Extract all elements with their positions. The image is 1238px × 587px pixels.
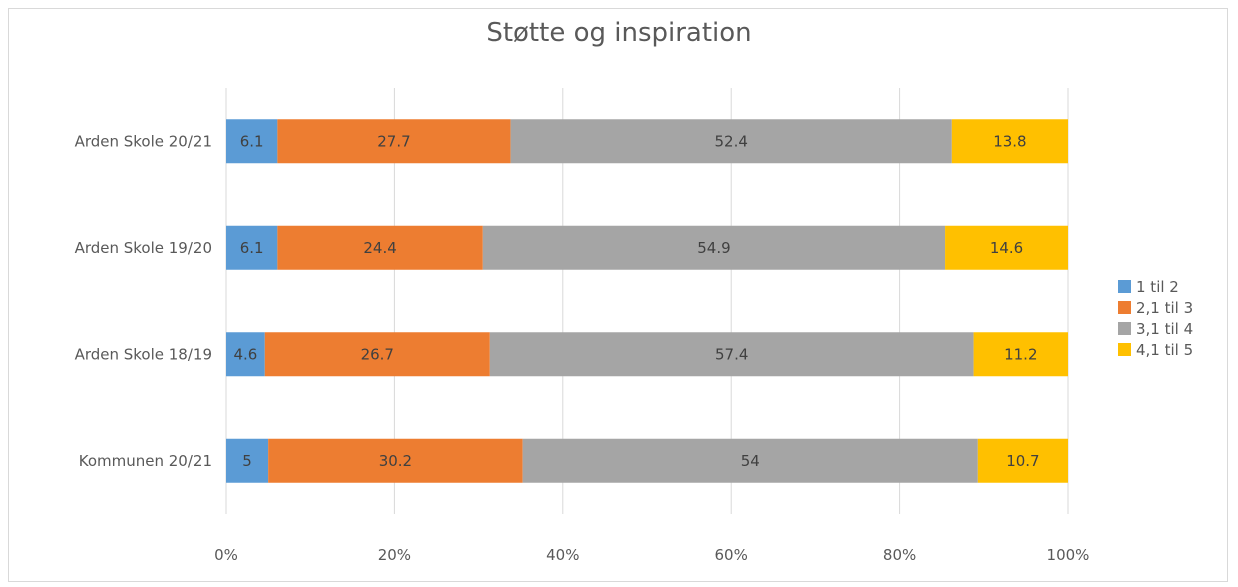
bar-segment — [945, 225, 1068, 270]
legend-swatch — [1118, 280, 1131, 293]
data-label: 30.2 — [379, 452, 412, 470]
x-tick-label: 0% — [214, 546, 238, 564]
data-label: 6.1 — [240, 132, 264, 150]
category-label: Arden Skole 20/21 — [75, 132, 212, 150]
legend-swatch — [1118, 301, 1131, 314]
bar-segment — [226, 225, 278, 270]
category-label: Kommunen 20/21 — [79, 452, 212, 470]
chart-frame — [8, 8, 1228, 582]
data-label: 14.6 — [990, 239, 1023, 257]
bar-segment — [510, 119, 952, 164]
data-label: 4.6 — [233, 345, 257, 363]
legend-item: 4,1 til 5 — [1118, 339, 1193, 360]
legend-swatch — [1118, 322, 1131, 335]
data-label: 24.4 — [363, 239, 396, 257]
bar-segment — [277, 119, 511, 164]
bar-segment — [268, 438, 523, 483]
legend-swatch — [1118, 343, 1131, 356]
legend: 1 til 2 2,1 til 3 3,1 til 4 4,1 til 5 — [1118, 276, 1193, 360]
data-label: 13.8 — [993, 132, 1026, 150]
data-label: 5 — [242, 452, 252, 470]
bar-segment — [951, 119, 1068, 164]
data-label: 54.9 — [697, 239, 730, 257]
category-label: Arden Skole 19/20 — [75, 239, 212, 257]
x-tick-label: 60% — [715, 546, 748, 564]
bar-segment — [489, 332, 974, 377]
legend-label: 4,1 til 5 — [1136, 340, 1194, 359]
data-label: 6.1 — [240, 239, 264, 257]
legend-label: 2,1 til 3 — [1136, 298, 1194, 317]
legend-item: 2,1 til 3 — [1118, 297, 1193, 318]
data-label: 57.4 — [715, 345, 748, 363]
bar-segment — [264, 332, 490, 377]
legend-label: 1 til 2 — [1136, 277, 1179, 296]
data-label: 11.2 — [1004, 345, 1037, 363]
bar-segment — [226, 119, 278, 164]
legend-item: 3,1 til 4 — [1118, 318, 1193, 339]
legend-item: 1 til 2 — [1118, 276, 1193, 297]
bar-segment — [277, 225, 483, 270]
bar-segment — [226, 332, 265, 377]
x-tick-label: 20% — [378, 546, 411, 564]
bar-segment — [973, 332, 1068, 377]
data-label: 52.4 — [714, 132, 747, 150]
chart-title: Støtte og inspiration — [486, 18, 752, 48]
data-label: 54 — [741, 452, 760, 470]
data-label: 27.7 — [377, 132, 410, 150]
x-tick-label: 40% — [546, 546, 579, 564]
x-tick-label: 80% — [883, 546, 916, 564]
x-tick-label: 100% — [1047, 546, 1090, 564]
bar-segment — [226, 438, 269, 483]
legend-label: 3,1 til 4 — [1136, 319, 1194, 338]
bar-segment — [522, 438, 978, 483]
bar-segment — [977, 438, 1068, 483]
data-label: 10.7 — [1006, 452, 1039, 470]
category-label: Arden Skole 18/19 — [75, 345, 212, 363]
bar-segment — [482, 225, 946, 270]
data-label: 26.7 — [361, 345, 394, 363]
